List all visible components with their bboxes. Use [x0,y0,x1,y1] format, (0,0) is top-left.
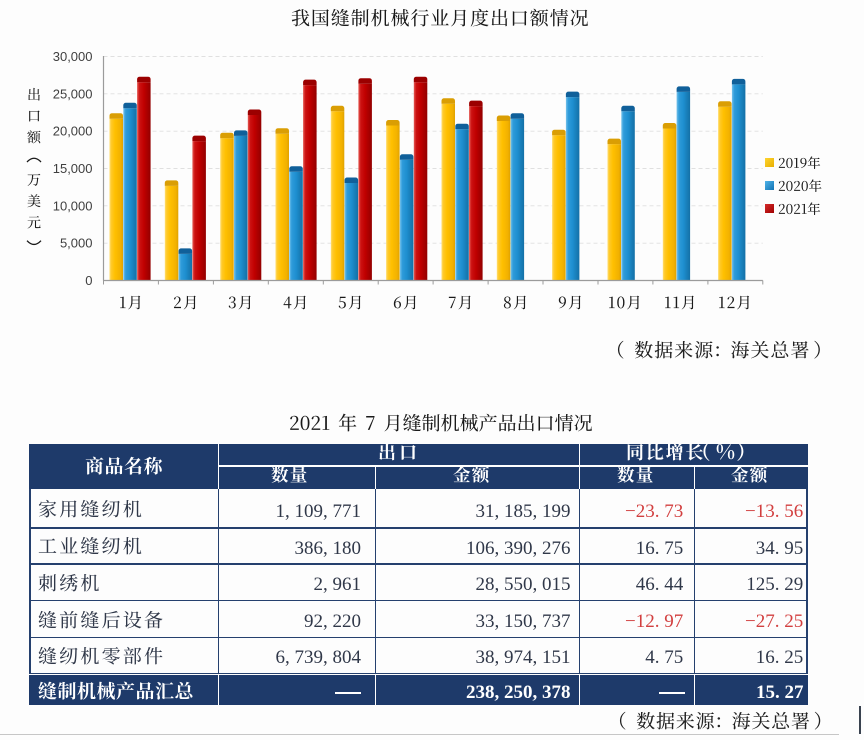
svg-text:20,000: 20,000 [53,124,93,139]
svg-text:25,000: 25,000 [53,86,93,101]
svg-text:30,000: 30,000 [53,49,93,64]
svg-text:15,000: 15,000 [53,161,93,176]
svg-text:5,000: 5,000 [60,236,93,251]
svg-text:10,000: 10,000 [53,198,93,213]
svg-text:0: 0 [85,273,92,288]
